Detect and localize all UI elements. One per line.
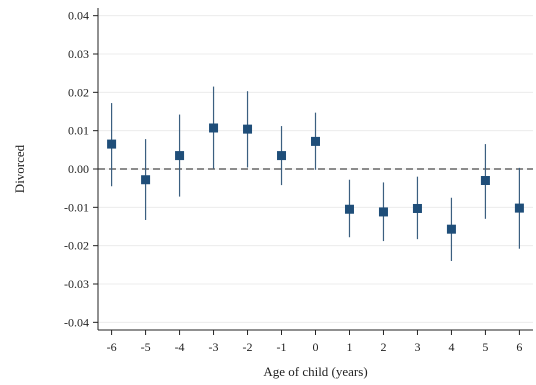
point-estimate-marker [243, 124, 253, 134]
y-tick-label: 0.04 [68, 9, 89, 23]
x-tick-label: -4 [175, 340, 185, 354]
x-tick-label: 2 [380, 340, 386, 354]
point-estimate-marker [446, 224, 456, 234]
x-tick-label: 6 [516, 340, 522, 354]
data-series [107, 86, 524, 261]
point-estimate-marker [277, 151, 287, 161]
x-axis-title: Age of child (years) [263, 364, 367, 379]
point-estimate-marker [514, 203, 524, 213]
point-estimate-marker [412, 203, 422, 213]
y-tick-label: -0.01 [64, 200, 89, 214]
y-tick-label: 0.01 [68, 124, 89, 138]
point-estimate-marker [344, 204, 354, 214]
y-tick-label: -0.03 [64, 277, 89, 291]
point-estimate-marker [480, 176, 490, 185]
point-estimate-marker [175, 151, 185, 161]
y-tick-label: 0.00 [68, 162, 89, 176]
point-estimate-marker [107, 139, 117, 149]
x-tick-label: -2 [243, 340, 253, 354]
x-tick-label: 1 [346, 340, 352, 354]
point-estimate-marker [378, 207, 388, 217]
y-axis-title: Divorced [12, 144, 27, 193]
point-estimate-marker [209, 123, 219, 133]
axes: -0.04 -0.03 -0.02 -0.01 0.00 0.01 0.02 0.03 0.04… [64, 8, 533, 354]
x-tick-label: -5 [141, 340, 151, 354]
x-tick-label: 4 [448, 340, 454, 354]
y-tick-label: -0.04 [64, 315, 89, 329]
x-tick-label: 0 [313, 340, 319, 354]
x-tick-label: -6 [107, 340, 117, 354]
point-estimate-marker [311, 136, 320, 146]
x-tick-label: 3 [414, 340, 420, 354]
y-tick-label: 0.03 [68, 47, 89, 61]
x-tick-label: 5 [482, 340, 488, 354]
x-tick-label: -3 [209, 340, 219, 354]
y-tick-label: 0.02 [68, 85, 89, 99]
point-estimate-marker [141, 175, 151, 185]
y-tick-label: -0.02 [64, 239, 89, 253]
x-tick-label: -1 [277, 340, 287, 354]
